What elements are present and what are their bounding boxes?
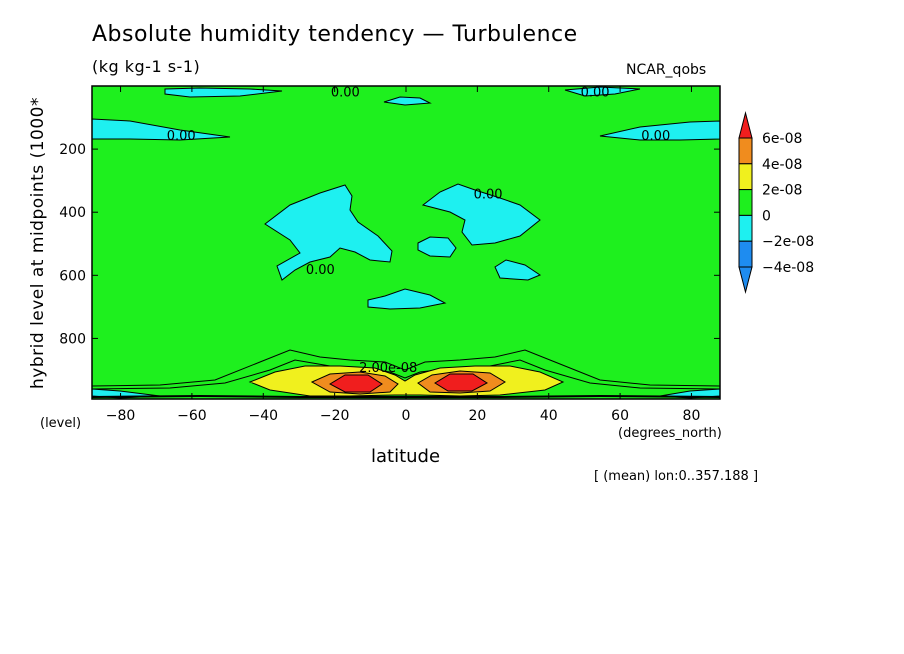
contour-labels: 0.00 0.00 0.00 0.00 0.00 0.00 2.00e-08 — [167, 86, 671, 376]
x-axis-label: latitude — [371, 446, 441, 467]
contour-label: 2.00e-08 — [359, 361, 417, 376]
red-peak-right — [434, 373, 488, 392]
contour-label: 0.00 — [581, 86, 610, 101]
x-tick-label: −80 — [106, 408, 136, 424]
x-tick-label: −40 — [248, 408, 278, 424]
x-tick-label: −20 — [320, 408, 350, 424]
colorbar: 6e-08 4e-08 2e-08 0 −2e-08 −4e-08 — [738, 111, 814, 294]
cyan-region-top-center — [383, 96, 432, 106]
x-tick-label: 40 — [540, 408, 558, 424]
y-tick-label: 600 — [59, 268, 86, 284]
cyan-region-mid-right — [421, 183, 541, 246]
colorbar-swatch — [738, 240, 753, 268]
black-band-bottom — [91, 394, 721, 398]
negative-regions — [91, 86, 721, 399]
y-ticks: 200 400 600 800 — [59, 142, 720, 347]
x-tick-label: −60 — [177, 408, 207, 424]
x-tick-label: 0 — [402, 408, 411, 424]
contour-label: 0.00 — [167, 129, 196, 144]
cyan-region-mid-left — [264, 184, 393, 281]
red-peak-left — [328, 374, 383, 393]
thin-contour-upper — [91, 349, 721, 387]
x-tick-label: 20 — [468, 408, 486, 424]
contour-label: 0.00 — [474, 187, 503, 202]
colorbar-top-arrow — [738, 111, 753, 139]
x-tick-label: 80 — [683, 408, 701, 424]
chart-title: Absolute humidity tendency — Turbulence — [92, 22, 578, 47]
colorbar-swatch — [738, 163, 753, 191]
cyan-region-top-left — [164, 87, 283, 98]
colorbar-label: −2e-08 — [762, 234, 814, 250]
colorbar-swatch — [738, 137, 753, 165]
positive-regions — [91, 349, 721, 398]
contour-label: 0.00 — [331, 86, 360, 101]
colorbar-label: −4e-08 — [762, 260, 814, 276]
cyan-region-top-right — [564, 86, 641, 97]
y-tick-label: 800 — [59, 331, 86, 347]
colorbar-label: 6e-08 — [762, 131, 802, 147]
colorbar-label: 4e-08 — [762, 157, 802, 173]
x-ticks: −80 −60 −40 −20 0 20 40 60 80 — [106, 86, 701, 424]
y-tick-label: 200 — [59, 142, 86, 158]
y-tick-label: 400 — [59, 205, 86, 221]
colorbar-swatch — [738, 214, 753, 242]
chart-units: (kg kg-1 s-1) — [92, 57, 201, 76]
dataset-label: NCAR_qobs — [626, 62, 707, 78]
contour-label: 0.00 — [641, 129, 670, 144]
y-axis-units: (level) — [40, 416, 82, 431]
footer-note: [ (mean) lon:0..357.188 ] — [594, 469, 759, 484]
colorbar-swatch — [738, 189, 753, 216]
x-axis-units: (degrees_north) — [618, 426, 722, 441]
colorbar-label: 2e-08 — [762, 183, 802, 199]
colorbar-bottom-arrow — [738, 266, 753, 294]
cyan-region-center-small — [417, 236, 457, 258]
cyan-region-upper-left — [91, 118, 231, 141]
contour-label: 0.00 — [306, 263, 335, 278]
cyan-region-right-small — [494, 259, 542, 281]
cyan-region-lower-center — [367, 288, 447, 310]
colorbar-label: 0 — [762, 208, 771, 224]
thin-contour-lower — [91, 359, 721, 390]
x-tick-label: 60 — [611, 408, 629, 424]
